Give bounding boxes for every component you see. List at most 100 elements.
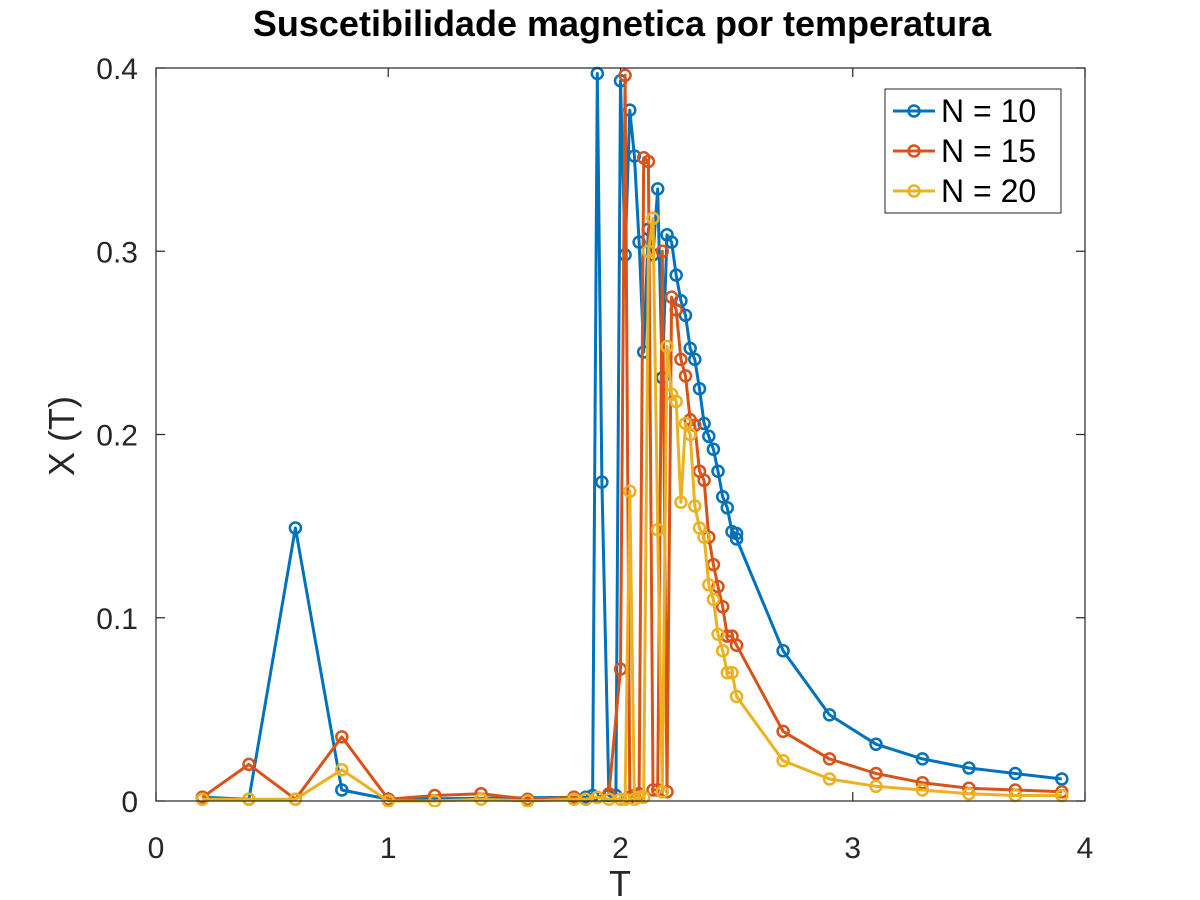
- data-point: [474, 792, 488, 806]
- data-point: [915, 775, 930, 790]
- data-point: [678, 369, 693, 383]
- data-point: [715, 600, 730, 614]
- data-point: [697, 530, 711, 544]
- data-point: [655, 244, 670, 259]
- legend-label: N = 15: [941, 133, 1036, 169]
- data-point: [711, 464, 725, 478]
- data-point: [729, 526, 744, 541]
- legend: N = 10 N = 15 N = 20: [884, 88, 1062, 214]
- data-point: [613, 792, 628, 806]
- data-point: [711, 627, 725, 641]
- data-point: [822, 772, 837, 786]
- data-point: [618, 792, 632, 806]
- x-tick-label: 1: [380, 832, 397, 865]
- data-point: [669, 268, 683, 282]
- legend-marker: [907, 144, 921, 158]
- data-point: [1008, 766, 1023, 781]
- data-point: [664, 235, 679, 249]
- data-point: [688, 499, 702, 513]
- data-point: [669, 303, 683, 317]
- legend-marker: [907, 184, 921, 198]
- x-axis-label: T: [609, 863, 631, 900]
- data-point: [697, 473, 711, 488]
- data-point: [822, 708, 837, 722]
- data-point: [678, 416, 693, 431]
- x-tick-labels: 0 1 2 3 4: [148, 832, 1094, 865]
- plot-frame: [155, 67, 1086, 802]
- data-point: [776, 753, 790, 768]
- data-point: [720, 629, 735, 643]
- data-point: [706, 592, 721, 607]
- data-point: [702, 429, 716, 444]
- data-point: [664, 290, 679, 304]
- data-point: [725, 665, 739, 680]
- x-tick-label: 4: [1077, 832, 1094, 865]
- data-point: [715, 490, 730, 504]
- data-point: [711, 579, 725, 594]
- data-point: [962, 761, 976, 775]
- data-point: [623, 484, 637, 499]
- data-point: [335, 783, 349, 797]
- data-point: [706, 442, 721, 456]
- data-point: [242, 757, 256, 772]
- data-point: [288, 521, 303, 535]
- data-point: [776, 643, 790, 658]
- y-tick-label: 0.2: [96, 420, 138, 453]
- data-point: [697, 416, 711, 431]
- y-tick-labels: 0 0.1 0.2 0.3 0.4: [96, 53, 138, 819]
- data-point: [335, 730, 349, 744]
- legend-label: N = 10: [941, 93, 1036, 129]
- data-point: [692, 381, 707, 396]
- y-axis-label: X (T): [41, 396, 82, 476]
- data-point: [636, 790, 651, 805]
- data-point: [683, 341, 697, 356]
- data-point: [720, 665, 735, 680]
- x-tick-label: 3: [844, 832, 861, 865]
- data-point: [335, 763, 349, 777]
- data-point: [669, 394, 683, 409]
- series-layer: [195, 66, 1069, 807]
- data-point: [646, 783, 660, 797]
- data-point: [822, 752, 837, 766]
- data-point: [688, 352, 702, 367]
- data-point: [595, 475, 609, 489]
- data-point: [618, 68, 632, 83]
- data-point: [720, 501, 735, 515]
- data-point: [869, 737, 883, 751]
- legend-marker: [907, 104, 921, 118]
- data-point: [869, 766, 883, 781]
- data-point: [674, 352, 688, 367]
- data-point: [660, 339, 674, 354]
- data-point: [869, 779, 883, 794]
- data-point: [1055, 772, 1069, 786]
- data-point: [646, 211, 660, 226]
- data-point: [729, 532, 744, 546]
- data-point: [729, 638, 744, 652]
- data-point: [715, 643, 730, 658]
- y-tick-label: 0: [121, 786, 138, 819]
- chart-title: Suscetibilidade magnetica por temperatur…: [253, 3, 992, 44]
- data-point: [683, 427, 697, 442]
- data-point: [655, 785, 670, 799]
- y-tick-label: 0.4: [96, 53, 138, 86]
- data-point: [650, 523, 665, 537]
- data-point: [288, 792, 303, 806]
- data-point: [641, 154, 656, 169]
- x-tick-label: 2: [612, 832, 629, 865]
- y-tick-label: 0.3: [96, 236, 138, 269]
- data-point: [702, 578, 716, 592]
- y-tick-label: 0.1: [96, 603, 138, 636]
- data-point: [632, 790, 646, 805]
- data-point: [195, 792, 210, 806]
- data-point: [729, 689, 744, 704]
- data-point: [674, 495, 688, 510]
- data-point: [627, 149, 642, 163]
- x-tick-label: 0: [148, 832, 165, 865]
- data-point: [242, 792, 256, 806]
- data-point: [650, 182, 665, 196]
- data-point: [915, 752, 930, 766]
- data-point: [632, 235, 646, 249]
- data-point: [915, 783, 930, 797]
- data-point: [641, 244, 656, 259]
